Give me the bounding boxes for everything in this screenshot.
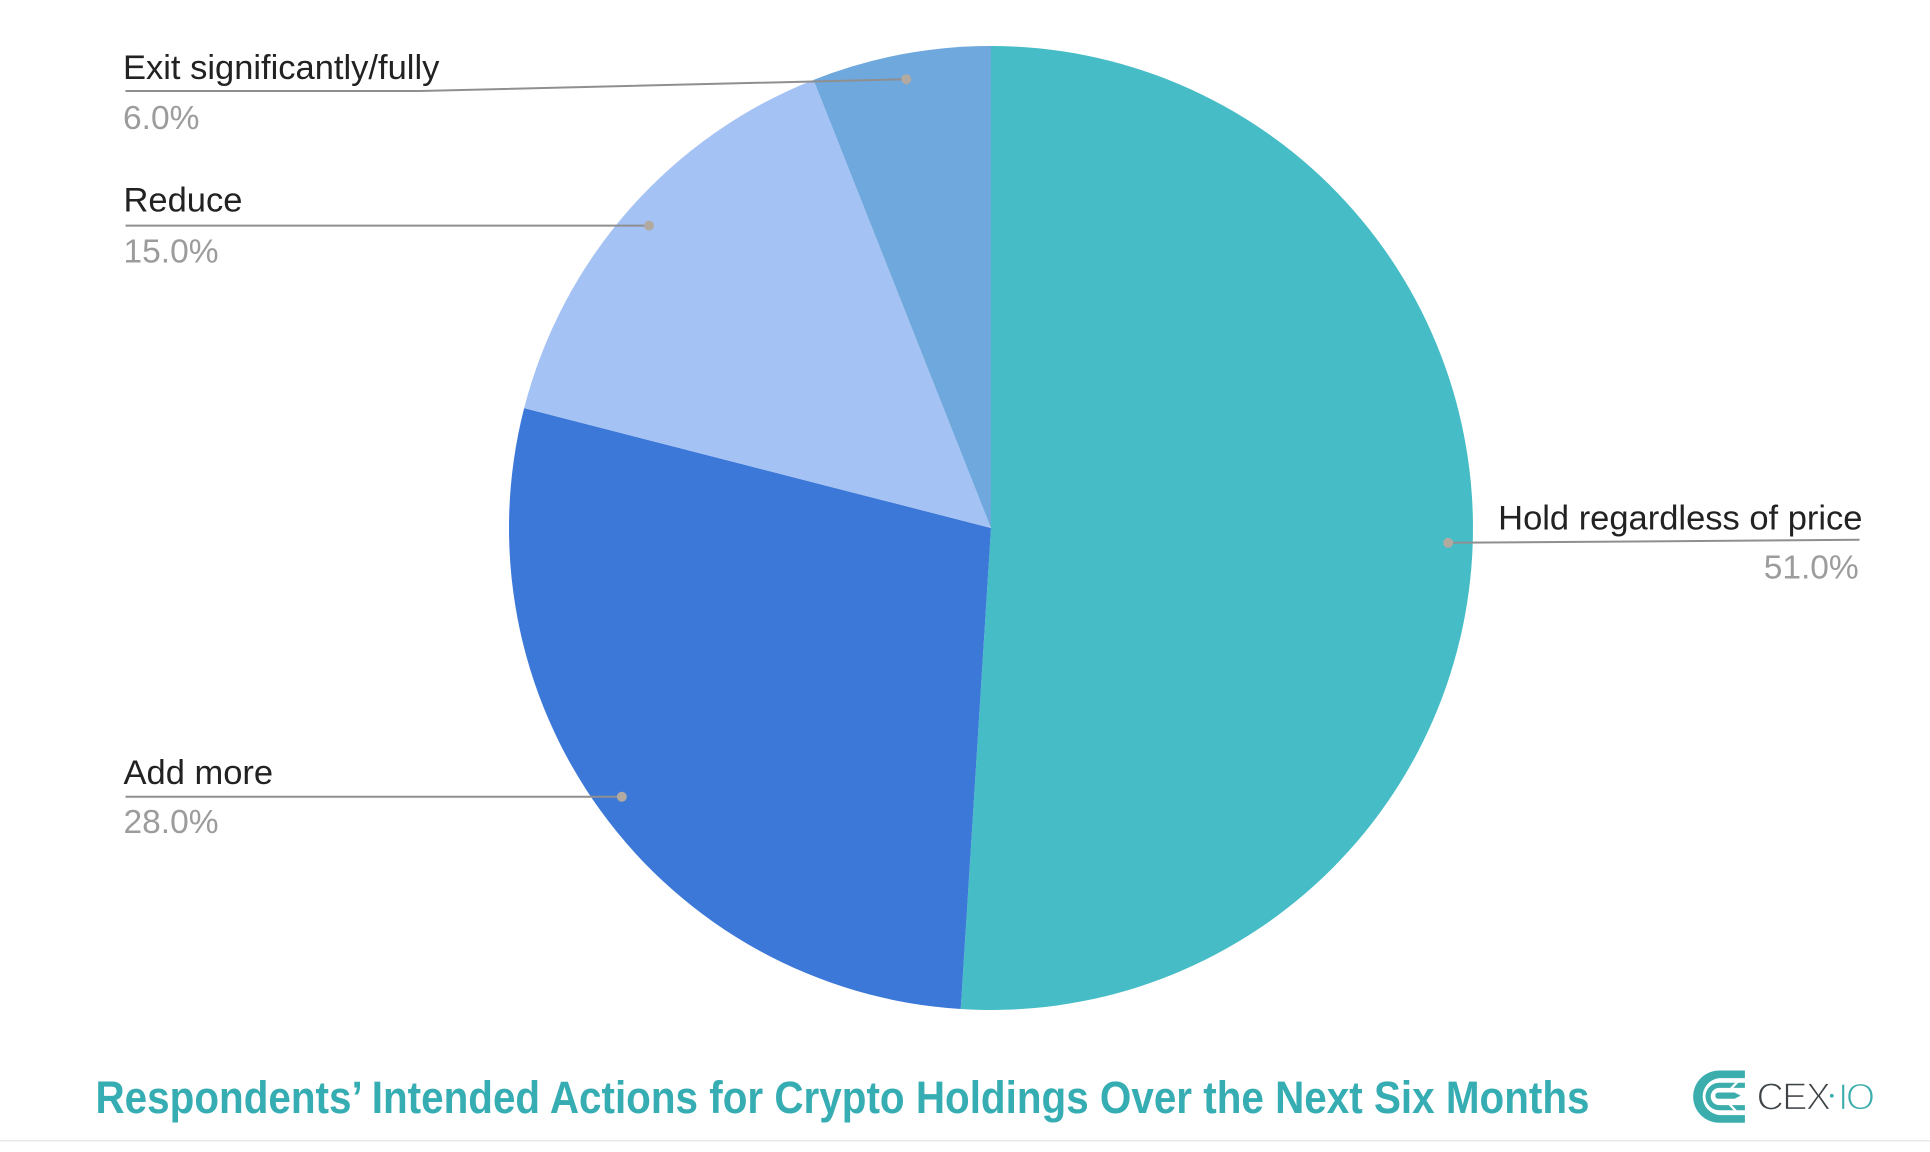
svg-text:6.0%: 6.0% [123,100,199,137]
svg-text:51.0%: 51.0% [1764,550,1859,587]
svg-text:CEX: CEX [1757,1077,1831,1119]
svg-text:IO: IO [1838,1076,1874,1118]
svg-text:Hold regardless of price: Hold regardless of price [1498,500,1862,538]
svg-text:Reduce: Reduce [124,182,243,220]
svg-text:28.0%: 28.0% [124,804,219,841]
svg-text:Exit significantly/fully: Exit significantly/fully [123,49,440,87]
svg-text:15.0%: 15.0% [124,233,219,270]
svg-text:Add more: Add more [124,754,274,792]
svg-text:Respondents’ Intended Actions: Respondents’ Intended Actions for Crypto… [96,1072,1590,1123]
